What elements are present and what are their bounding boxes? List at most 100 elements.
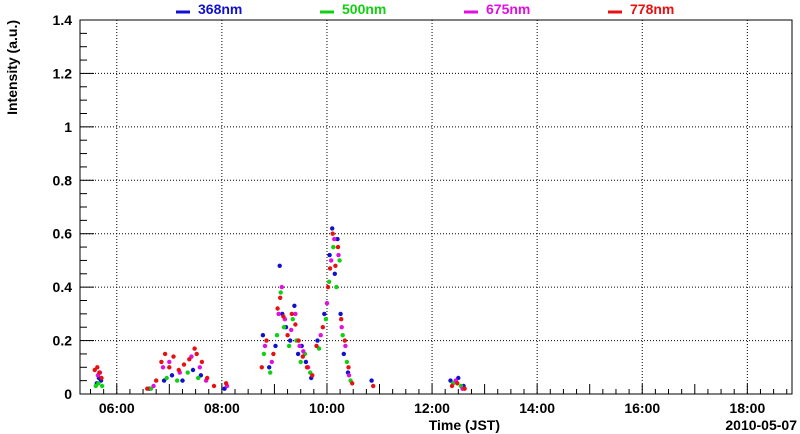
data-point <box>369 378 374 383</box>
legend-label: 368nm <box>198 1 242 17</box>
x-tick-label: 14:00 <box>519 400 555 416</box>
x-tick-label: 18:00 <box>729 400 765 416</box>
data-point <box>337 258 342 263</box>
x-tick-labels: 06:00 08:00 10:00 12:00 14:00 16:00 18:00 <box>99 400 766 416</box>
data-point <box>279 284 284 290</box>
x-tick-label: 06:00 <box>99 400 135 416</box>
data-point <box>154 378 159 383</box>
data-point <box>267 365 272 370</box>
data-point <box>185 370 190 375</box>
data-point <box>211 383 217 389</box>
data-point <box>292 303 297 308</box>
y-tick-label: 1.4 <box>53 12 73 28</box>
data-point <box>289 311 294 317</box>
y-tick-label: 0 <box>64 386 72 402</box>
data-point <box>325 284 331 290</box>
data-point <box>339 317 344 322</box>
data-point <box>335 236 340 242</box>
data-point <box>332 236 337 242</box>
data-point <box>449 383 455 389</box>
data-point <box>259 365 264 370</box>
data-point <box>342 338 347 343</box>
data-point <box>333 263 338 268</box>
data-point <box>286 343 292 349</box>
data-point <box>275 306 280 311</box>
data-point <box>327 252 332 258</box>
data-point <box>95 365 100 370</box>
data-point <box>323 317 329 322</box>
y-tick-label: 1.2 <box>53 65 73 81</box>
data-point <box>159 359 164 365</box>
y-tick-label: 0.6 <box>53 226 73 242</box>
data-point <box>276 311 281 317</box>
data-point <box>199 359 205 365</box>
data-point <box>310 373 315 378</box>
data-point <box>278 295 283 300</box>
legend-label: 500nm <box>342 1 386 17</box>
data-point <box>297 343 302 349</box>
data-point <box>277 263 282 268</box>
data-point <box>320 325 325 330</box>
data-point <box>169 373 175 378</box>
data-point <box>281 314 286 319</box>
data-point <box>289 327 294 333</box>
data-point <box>295 351 301 357</box>
grid-lines <box>80 20 792 394</box>
data-point <box>198 373 204 378</box>
data-point <box>455 381 460 386</box>
data-point <box>290 317 295 322</box>
data-point <box>167 359 172 365</box>
data-point <box>343 343 348 349</box>
x-tick-label: 10:00 <box>309 400 345 416</box>
legend: 368nm 500nm 675nm 778nm <box>176 1 674 17</box>
data-point <box>145 386 150 391</box>
data-point <box>341 351 346 357</box>
data-point <box>346 365 351 370</box>
y-tick-labels: 0 0.2 0.4 0.6 0.8 1 1.2 1.4 <box>53 12 73 402</box>
data-point <box>327 266 333 271</box>
data-point <box>197 365 202 370</box>
data-point <box>335 244 341 250</box>
data-point <box>180 378 185 383</box>
data-point <box>273 343 278 349</box>
legend-label: 675nm <box>486 1 530 17</box>
data-point <box>160 365 166 370</box>
data-point <box>304 365 310 370</box>
data-point <box>371 383 376 389</box>
data-point <box>260 333 266 338</box>
data-point <box>330 226 335 231</box>
data-point <box>318 333 323 338</box>
data-point <box>175 378 180 383</box>
data-point <box>322 311 327 317</box>
data-point <box>187 357 192 362</box>
y-tick-label: 0.4 <box>53 279 73 295</box>
data-point <box>336 252 341 258</box>
data-point <box>346 373 352 378</box>
data-point <box>176 367 181 373</box>
data-point <box>338 311 343 317</box>
data-point <box>192 346 197 351</box>
data-point <box>205 375 210 381</box>
data-point <box>350 381 355 386</box>
data-point <box>262 343 268 349</box>
data-point <box>314 343 319 349</box>
data-point <box>190 367 196 373</box>
data-point <box>181 362 187 367</box>
data-point <box>99 383 105 389</box>
data-point <box>223 381 229 386</box>
data-point <box>340 333 345 338</box>
data-point <box>281 325 287 330</box>
data-point <box>329 258 334 263</box>
data-point <box>296 338 301 343</box>
date-label: 2010-05-07 <box>725 417 797 433</box>
data-point <box>332 271 337 276</box>
axis-ticks <box>80 19 788 395</box>
data-point <box>324 301 330 306</box>
x-tick-label: 16:00 <box>624 400 660 416</box>
data-point <box>298 359 303 365</box>
data-point <box>288 338 293 343</box>
data-point <box>303 359 309 365</box>
data-point <box>293 322 298 327</box>
data-point <box>268 370 273 375</box>
